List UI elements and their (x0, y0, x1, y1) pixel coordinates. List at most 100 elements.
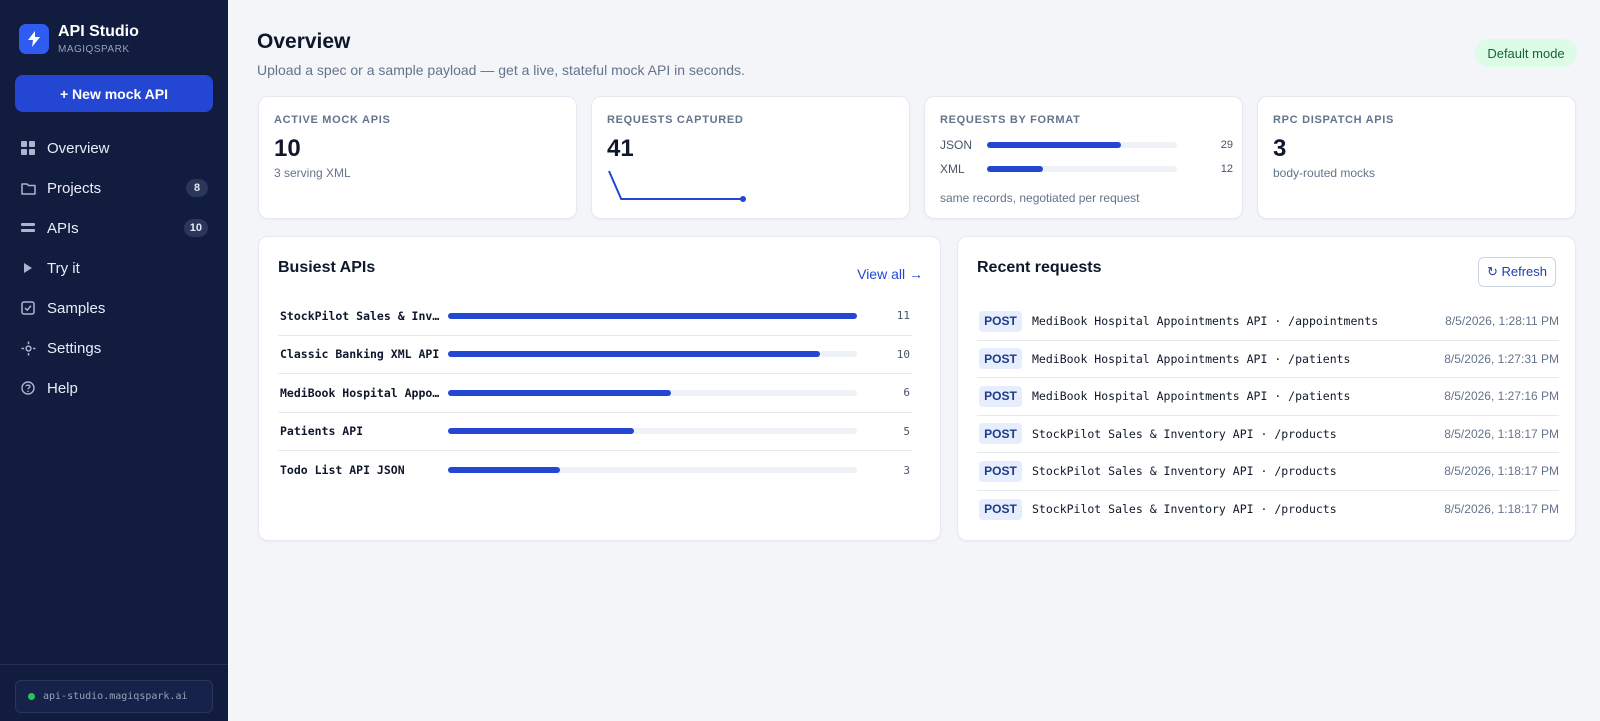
stat-note: 3 serving XML (274, 166, 351, 180)
request-time: 8/5/2026, 1:27:16 PM (1444, 389, 1559, 404)
stat-value: 3 (1273, 135, 1287, 162)
list-item[interactable]: POST StockPilot Sales & Inventory API · … (977, 491, 1559, 529)
requests-by-format-card: REQUESTS BY FORMAT JSON 29 XML 12 same r… (924, 96, 1243, 219)
page-subtitle: Upload a spec or a sample payload — get … (257, 62, 745, 78)
stat-label: ACTIVE MOCK APIS (274, 114, 391, 126)
host-indicator: api-studio.magiqspark.ai (15, 680, 213, 713)
active-mock-apis-card: ACTIVE MOCK APIS 10 3 serving XML (258, 96, 577, 219)
api-name: MediBook Hospital Appointments API (280, 385, 446, 400)
projects-count-badge: 8 (186, 179, 208, 197)
sidebar-item-label: Settings (47, 339, 102, 357)
checkbox-icon (20, 300, 36, 316)
table-row[interactable]: Patients API 5 (278, 413, 912, 451)
sidebar-item-help[interactable]: Help (12, 368, 216, 408)
request-count: 11 (896, 309, 910, 323)
list-item[interactable]: POST StockPilot Sales & Inventory API · … (977, 453, 1559, 491)
gear-icon (20, 340, 36, 356)
api-name: Todo List API JSON (280, 463, 405, 478)
format-bar-fill (987, 166, 1043, 172)
stat-note: same records, negotiated per request (940, 191, 1140, 205)
host-url: api-studio.magiqspark.ai (43, 691, 188, 702)
format-count: 12 (1220, 163, 1233, 175)
sidebar-item-label: Samples (47, 299, 106, 317)
format-bar-track (987, 142, 1177, 148)
request-time: 8/5/2026, 1:18:17 PM (1444, 426, 1559, 441)
sidebar-divider (0, 664, 228, 665)
sidebar: API Studio MAGIQSPARK + New mock API Ove… (0, 0, 228, 721)
table-row[interactable]: Classic Banking XML API 10 (278, 336, 912, 374)
sidebar-item-label: Help (47, 379, 78, 397)
list-item[interactable]: POST MediBook Hospital Appointments API … (977, 378, 1559, 416)
sidebar-item-label: Overview (47, 139, 110, 157)
mode-badge[interactable]: Default mode (1475, 39, 1577, 67)
sidebar-item-samples[interactable]: Samples (12, 288, 216, 328)
table-row[interactable]: MediBook Hospital Appointments API 6 (278, 374, 912, 413)
sidebar-item-try-it[interactable]: Try it (12, 248, 216, 288)
request-path: StockPilot Sales & Inventory API · /prod… (1032, 426, 1337, 441)
sidebar-item-overview[interactable]: Overview (12, 128, 216, 168)
usage-bar-fill (448, 389, 671, 396)
stat-value: 10 (274, 135, 301, 162)
format-name: JSON (940, 138, 973, 152)
help-icon (20, 380, 36, 396)
rpc-dispatch-apis-card: RPC DISPATCH APIS 3 body-routed mocks (1257, 96, 1576, 219)
requests-captured-card: REQUESTS CAPTURED 41 (591, 96, 910, 219)
api-name: Classic Banking XML API (280, 347, 440, 362)
sidebar-nav: Overview Projects 8 APIs 10 Try it (12, 128, 216, 408)
usage-bar-track (448, 467, 857, 474)
usage-bar-fill (448, 467, 560, 474)
usage-bar-track (448, 312, 857, 319)
request-count: 5 (903, 424, 910, 438)
org-name: MAGIQSPARK (58, 44, 130, 55)
view-all-link[interactable]: View all → (857, 266, 923, 282)
request-count: 6 (903, 386, 910, 400)
usage-bar-track (448, 428, 857, 435)
sparkline-line (608, 170, 743, 200)
list-item[interactable]: POST StockPilot Sales & Inventory API · … (977, 416, 1559, 453)
api-name: StockPilot Sales & Inventory API (280, 308, 446, 323)
api-name: Patients API (280, 424, 364, 439)
recent-requests-panel: Recent requests ↻ Refresh POST MediBook … (957, 236, 1576, 541)
table-row[interactable]: StockPilot Sales & Inventory API 11 (278, 297, 912, 336)
usage-bar-track (448, 351, 857, 358)
request-path: StockPilot Sales & Inventory API · /prod… (1032, 502, 1337, 517)
request-time: 8/5/2026, 1:28:11 PM (1445, 314, 1559, 329)
list-item[interactable]: POST MediBook Hospital Appointments API … (977, 303, 1559, 341)
play-icon (20, 260, 36, 276)
method-badge: POST (979, 423, 1022, 445)
sidebar-item-settings[interactable]: Settings (12, 328, 216, 368)
method-badge: POST (979, 498, 1022, 520)
sidebar-item-apis[interactable]: APIs 10 (12, 208, 216, 248)
format-count: 29 (1220, 139, 1233, 151)
format-row-json: JSON 29 (940, 138, 1233, 152)
request-path: MediBook Hospital Appointments API · /ap… (1032, 314, 1379, 329)
format-name: XML (940, 162, 965, 176)
format-bar-fill (987, 142, 1122, 148)
format-bar-track (987, 166, 1177, 172)
layers-icon (20, 220, 36, 236)
panel-title: Recent requests (977, 259, 1102, 276)
page-title: Overview (257, 30, 351, 53)
sidebar-item-projects[interactable]: Projects 8 (12, 168, 216, 208)
status-dot-icon (28, 693, 35, 700)
apis-count-badge: 10 (183, 219, 208, 237)
new-mock-api-button[interactable]: + New mock API (15, 75, 213, 112)
busiest-apis-panel: Busiest APIs View all → StockPilot Sales… (258, 236, 941, 541)
method-badge: POST (979, 348, 1022, 370)
sidebar-item-label: APIs (47, 219, 79, 237)
lightning-icon (19, 24, 49, 54)
request-count: 10 (896, 347, 910, 361)
refresh-button[interactable]: ↻ Refresh (1478, 257, 1556, 287)
brand[interactable]: API Studio MAGIQSPARK (19, 23, 139, 55)
request-path: MediBook Hospital Appointments API · /pa… (1032, 351, 1351, 366)
list-item[interactable]: POST MediBook Hospital Appointments API … (977, 341, 1559, 378)
request-path: MediBook Hospital Appointments API · /pa… (1032, 389, 1351, 404)
recent-requests-list: POST MediBook Hospital Appointments API … (977, 303, 1559, 528)
sparkline-endpoint (740, 196, 746, 202)
table-row[interactable]: Todo List API JSON 3 (278, 451, 912, 490)
stat-label: RPC DISPATCH APIS (1273, 114, 1395, 126)
method-badge: POST (979, 460, 1022, 482)
sidebar-item-label: Try it (47, 259, 80, 277)
method-badge: POST (979, 310, 1022, 332)
stat-label: REQUESTS BY FORMAT (940, 114, 1081, 126)
